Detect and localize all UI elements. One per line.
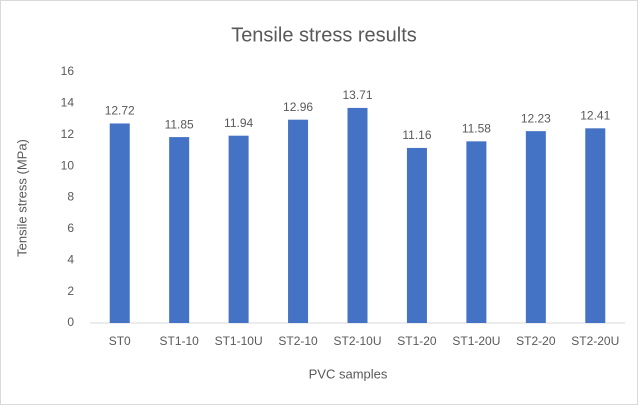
x-tick-label: ST2-10U [333,334,381,348]
data-label: 12.72 [105,104,135,118]
y-tick-label: 16 [61,64,75,78]
y-tick-label: 14 [61,96,75,110]
x-tick-label: ST0 [109,334,131,348]
y-axis-title: Tensile stress (MPa) [14,139,29,257]
y-tick-label: 10 [61,158,75,172]
data-label: 11.94 [224,116,253,130]
bar [109,123,130,323]
x-tick-label: ST1-10 [159,334,199,348]
y-tick-label: 6 [67,221,74,235]
y-tick-label: 8 [67,190,74,204]
data-label: 12.23 [521,111,551,125]
x-tick-label: ST2-20 [516,334,556,348]
bar [466,141,487,323]
y-tick-label: 0 [67,315,74,329]
x-tick-label: ST1-20U [452,334,500,348]
bar [585,128,606,323]
data-label: 13.71 [342,88,372,102]
data-label: 11.58 [462,122,491,136]
bar [288,119,309,323]
bar [525,131,546,323]
data-label: 11.16 [402,128,431,142]
x-axis-title: PVC samples [309,366,388,381]
data-label: 12.96 [283,100,313,114]
y-tick-label: 2 [67,284,74,298]
y-tick-label: 4 [67,252,74,266]
x-tick-label: ST2-10 [278,334,318,348]
chart-title: Tensile stress results [231,24,417,46]
bar [228,135,249,323]
x-tick-label: ST2-20U [571,334,619,348]
data-label: 12.41 [580,108,610,122]
x-tick-label: ST1-10U [215,334,263,348]
bar [406,147,427,323]
bar [347,107,368,323]
bar [169,137,190,323]
x-tick-label: ST1-20 [397,334,437,348]
data-label: 11.85 [165,117,194,131]
y-tick-label: 12 [61,127,75,141]
